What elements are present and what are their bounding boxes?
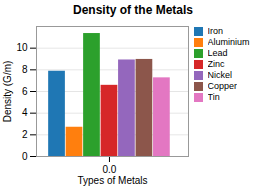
svg-text:Density (G/m): Density (G/m): [2, 61, 13, 123]
html-text:Iron: Iron: [207, 26, 223, 36]
html-text:Zinc: Zinc: [207, 59, 225, 69]
svg-text:2: 2: [22, 129, 28, 140]
html-text:Nickel: Nickel: [207, 70, 232, 80]
svg-text:4: 4: [22, 107, 28, 118]
svg-text:10: 10: [16, 42, 28, 53]
html-text:Tin: Tin: [207, 92, 220, 102]
svg-text:Types of Metals: Types of Metals: [77, 175, 147, 186]
svg-text:8: 8: [22, 64, 28, 75]
html-text:Copper: Copper: [207, 81, 237, 91]
svg-text:0.0: 0.0: [103, 164, 117, 175]
svg-text:6: 6: [22, 86, 28, 97]
html-text:Lead: Lead: [207, 48, 228, 58]
html-text:Aluminium: Aluminium: [207, 37, 250, 47]
html-text:Density of the Metals: Density of the Metals: [73, 3, 193, 17]
svg-text:0: 0: [22, 151, 28, 162]
